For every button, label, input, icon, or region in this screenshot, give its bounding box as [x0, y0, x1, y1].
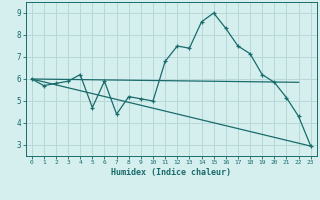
X-axis label: Humidex (Indice chaleur): Humidex (Indice chaleur): [111, 168, 231, 177]
